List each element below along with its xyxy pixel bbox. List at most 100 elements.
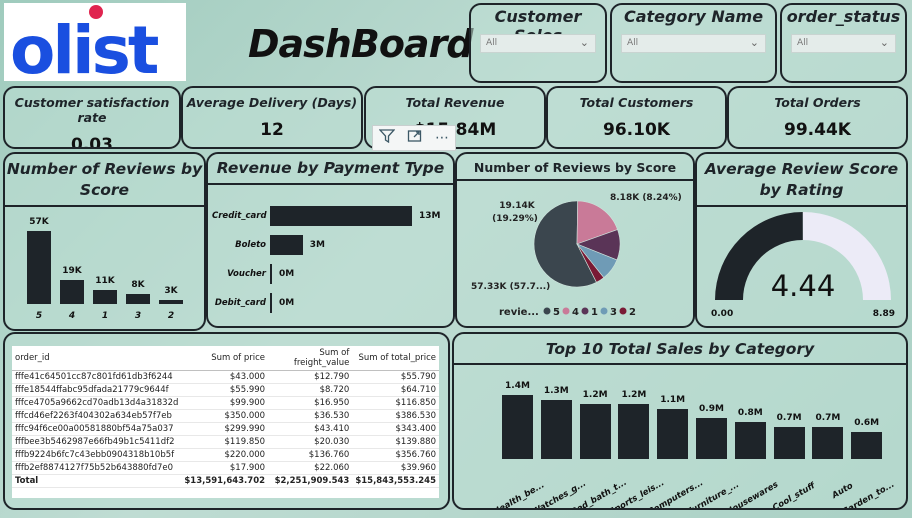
amount-cell: $299.990 [181, 422, 269, 436]
category-sales-bar [773, 427, 805, 459]
order-id-cell: fffe18544ffabc95dfada21779c9644f [12, 383, 182, 397]
column-header-freight[interactable]: Sum of freight_value [268, 346, 353, 371]
card-title: Top 10 Total Sales by Category [454, 334, 906, 365]
pie-legend-marker [619, 307, 627, 315]
total-cell: $13,591,643.702 [181, 474, 269, 488]
bar-value-label: 0M [279, 298, 295, 308]
orders-table[interactable]: order_id Sum of price Sum of freight_val… [12, 346, 439, 498]
amount-cell: $55.990 [181, 383, 269, 397]
bar-value-label: 8K [131, 279, 145, 290]
bar-value-label: 1.4M [505, 381, 530, 391]
gauge-min-label: 0.00 [711, 309, 733, 319]
column-header-order-id[interactable]: order_id [12, 346, 182, 371]
order-id-cell: fffc94f6ce00a00581880bf54a75a037 [12, 422, 182, 436]
kpi-average-delivery[interactable]: Average Delivery (Days) 12 [181, 86, 363, 149]
kpi-label: Average Delivery (Days) [186, 95, 358, 110]
bar-value-label: 1.2M [582, 390, 608, 401]
order-id-cell: fffe41c64501cc87c801fd61db3f6244 [12, 370, 182, 384]
table-row[interactable]: fffe18544ffabc95dfada21779c9644f $55.990 $… [12, 383, 439, 397]
category-sales-bar [540, 399, 572, 459]
pie-legend-title: revie... [499, 307, 539, 318]
table-row[interactable]: fffce4705a9662cd70adb13d4a31832d $99.900 $… [12, 396, 439, 410]
kpi-label: Total Orders [774, 95, 861, 110]
table-row[interactable]: fffb2ef8874127f75b52b643880fd7e0 $17.900 $… [12, 461, 439, 475]
gauge-filled-arc [715, 212, 803, 300]
kpi-value: 99.44K [784, 120, 851, 140]
avg-review-gauge-card[interactable]: Average Review Score by Rating 4.44 0.00 8… [695, 152, 908, 328]
pie-data-label: (19.29%) [492, 214, 538, 224]
bar-value-label: 3M [309, 240, 325, 250]
top-categories-card[interactable]: Top 10 Total Sales by Category 1.4M Healt… [452, 332, 908, 510]
reviews-by-score-card[interactable]: Number of Reviews by Score 57K 5 19K 4 11K 1 8… [3, 152, 206, 331]
bar-category-label: 3 [134, 311, 142, 321]
slicer-label: Category Name [623, 7, 764, 26]
category-sales-bar [502, 395, 533, 459]
table-row[interactable]: fffe41c64501cc87c801fd61db3f6244 $43.000 $… [12, 370, 439, 384]
pie-legend-marker [562, 307, 570, 315]
category-sales-bar [734, 422, 766, 459]
bar-value-label: 13M [419, 211, 441, 221]
kpi-label: Total Customers [579, 95, 694, 110]
table-row[interactable]: fffbee3b5462987e66fb49b1c5411df2 $119.850… [12, 435, 439, 449]
customer-sales-dropdown[interactable]: All ⌄ [480, 34, 596, 53]
table-row[interactable]: fffc94f6ce00a00581880bf54a75a037 $299.990… [12, 422, 439, 436]
payment-bar [270, 206, 412, 226]
pie-data-label: 57.33K (57.7...) [471, 282, 550, 292]
category-sales-bar [618, 404, 650, 459]
slicer-label: order_status [786, 7, 901, 26]
column-header-total-price[interactable]: Sum of total_price [352, 346, 439, 371]
amount-cell: $8.720 [268, 383, 353, 397]
review-score-bar [126, 293, 150, 304]
olist-logo: olist [4, 3, 186, 89]
amount-cell: $22.060 [268, 461, 353, 475]
category-sales-bar [657, 408, 689, 459]
total-cell: Total [12, 474, 182, 488]
amount-cell: $43.410 [268, 422, 353, 436]
kpi-satisfaction-rate[interactable]: Customer satisfaction rate 0.03 [3, 86, 181, 149]
table-row[interactable]: fffb9224b6fc7c43ebb0904318b10b5f $220.000… [12, 448, 439, 462]
order-id-cell: fffbee3b5462987e66fb49b1c5411df2 [12, 435, 182, 449]
pie-legend-marker [543, 307, 551, 315]
gauge-remaining-arc [802, 212, 891, 300]
amount-cell: $119.850 [181, 435, 269, 449]
visual-header-toolbar: ⋯ [372, 125, 456, 151]
chevron-down-icon: ⌄ [749, 36, 759, 49]
dashboard-title: DashBoard [248, 22, 474, 66]
reviews-pie-chart: 8.18K (8.24%) 19.14K (19.29%) 57.33K (57.7.… [471, 193, 682, 318]
gauge-value: 4.44 [771, 269, 836, 303]
table-row[interactable]: fffcd46ef2263f404302a634eb57f7eb $350.000… [12, 409, 439, 423]
kpi-total-customers[interactable]: Total Customers 96.10K [546, 86, 727, 149]
category-sales-bar [851, 431, 883, 459]
bar-value-label: 0.8M [737, 408, 763, 419]
table-header-row: order_id Sum of price Sum of freight_val… [12, 346, 439, 371]
order-id-cell: fffcd46ef2263f404302a634eb57f7eb [12, 409, 182, 423]
reviews-pie-card[interactable]: Number of Reviews by Score 8.18K (8.24%)… [455, 152, 695, 328]
pie-legend-marker [600, 307, 608, 315]
amount-cell: $12.790 [268, 370, 353, 384]
kpi-total-orders[interactable]: Total Orders 99.44K [727, 86, 908, 149]
amount-cell: $136.760 [268, 448, 353, 462]
pie-legend-item: 3 [610, 307, 617, 318]
logo-text: olist [10, 12, 159, 81]
total-cell: $2,251,909.543 [268, 474, 353, 488]
avg-review-gauge: 4.44 0.00 8.89 [711, 212, 895, 319]
payment-type-label: Credit_card [212, 211, 267, 221]
bar-value-label: 0.9M [699, 403, 724, 414]
slicer-order-status[interactable]: order_status All ⌄ [780, 3, 907, 83]
slicer-category-name[interactable]: Category Name All ⌄ [610, 3, 777, 83]
order-status-dropdown[interactable]: All ⌄ [791, 34, 896, 53]
revenue-by-payment-card[interactable]: Revenue by Payment Type Credit_card 13M Bo… [206, 152, 455, 328]
amount-cell: $99.900 [181, 396, 269, 410]
bar-value-label: 1.2M [621, 390, 647, 401]
column-header-price[interactable]: Sum of price [181, 346, 269, 371]
focus-mode-icon[interactable] [407, 129, 423, 147]
category-name-dropdown[interactable]: All ⌄ [621, 34, 766, 53]
payment-type-label: Voucher [227, 269, 266, 279]
review-score-bar [93, 289, 117, 304]
bar-value-label: 1.3M [543, 385, 569, 396]
pie-data-label: 19.14K [499, 201, 535, 211]
pie-slice [533, 200, 597, 288]
more-options-icon[interactable]: ⋯ [435, 130, 449, 146]
filter-icon[interactable] [378, 129, 396, 147]
slicer-customer-sales[interactable]: Customer Seles All ⌄ [469, 3, 607, 83]
